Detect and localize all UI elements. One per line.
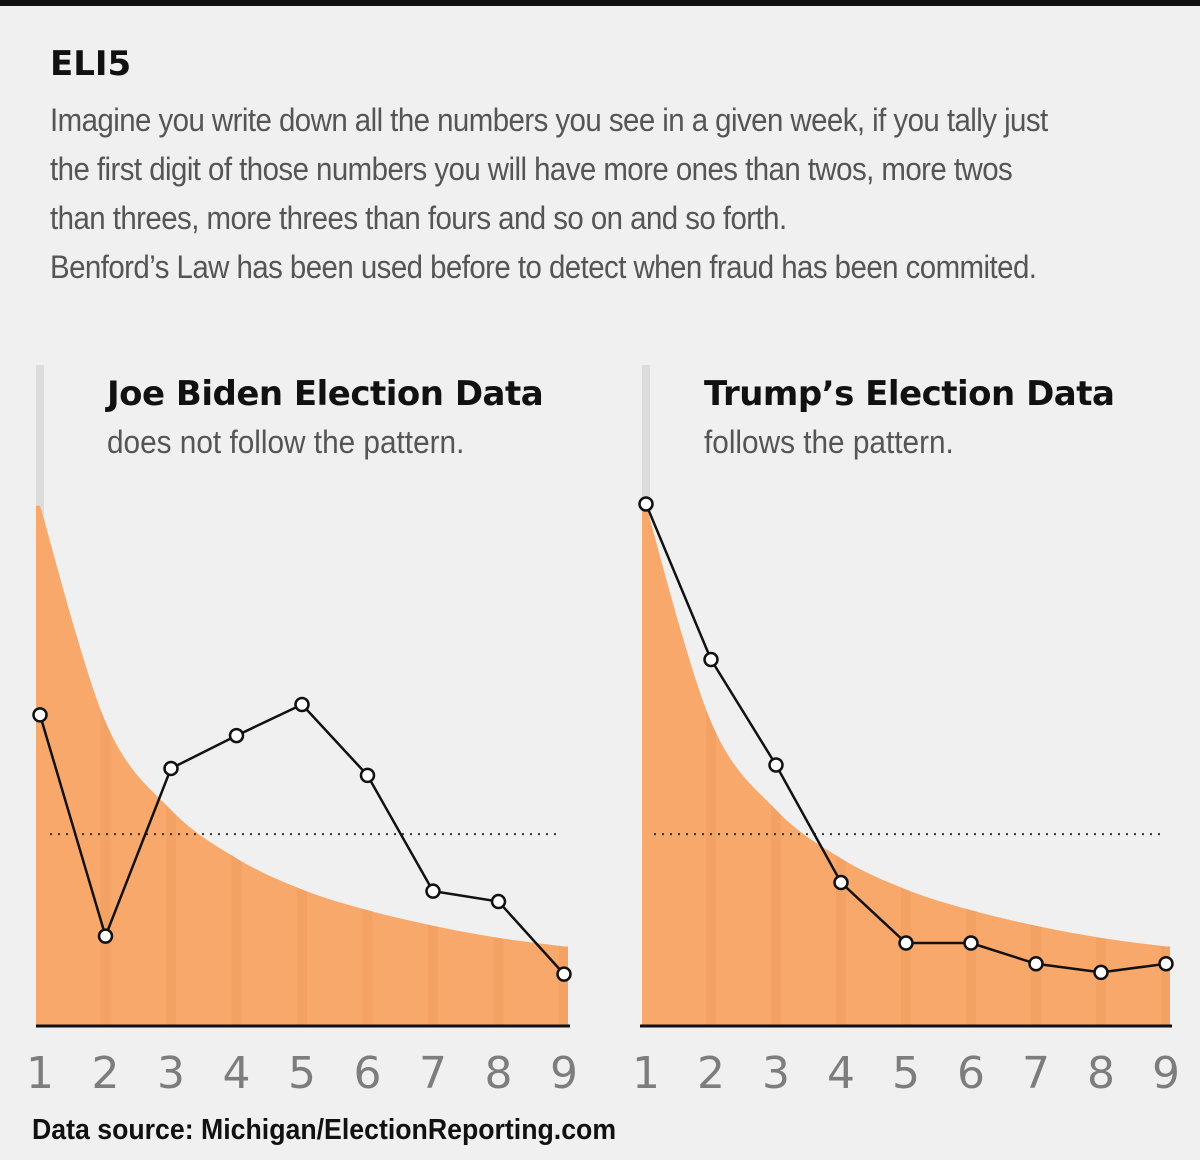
data-point: [768, 757, 784, 773]
x-tick-label: 2: [697, 1048, 725, 1099]
data-point: [638, 496, 654, 512]
area-stripe: [559, 505, 568, 1026]
x-tick-label: 9: [1152, 1048, 1180, 1099]
x-tick-label: 2: [92, 1048, 120, 1099]
x-tick-label: 1: [632, 1048, 660, 1099]
x-tick-label: 7: [1022, 1048, 1050, 1099]
area-stripe: [1161, 505, 1170, 1026]
x-tick-label: 4: [223, 1048, 251, 1099]
x-tick-label: 5: [288, 1048, 316, 1099]
x-tick-label: 1: [26, 1048, 54, 1099]
area-stripe: [966, 505, 976, 1026]
area-stripe: [166, 505, 176, 1026]
data-point: [425, 883, 441, 899]
data-point: [1028, 956, 1044, 972]
x-tick-label: 3: [762, 1048, 790, 1099]
intro-line: the first digit of those numbers you wil…: [50, 151, 1013, 187]
area-stripe: [1096, 505, 1106, 1026]
area-stripe: [901, 505, 911, 1026]
expected-distribution-area: [36, 505, 568, 1026]
biden-chart-subtitle: does not follow the pattern.: [107, 424, 465, 460]
area-stripe: [1031, 505, 1041, 1026]
data-point: [703, 651, 719, 668]
data-point: [97, 928, 114, 944]
data-point: [556, 966, 572, 982]
x-tick-label: 4: [827, 1048, 855, 1099]
area-stripe: [231, 505, 242, 1026]
intro-line: Imagine you write down all the numbers y…: [50, 102, 1048, 138]
area-stripe: [493, 505, 504, 1026]
x-tick-label: 3: [157, 1048, 185, 1099]
x-tick-label: 8: [1087, 1048, 1115, 1099]
trump-chart-subtitle: follows the pattern.: [704, 424, 954, 460]
area-stripe: [100, 505, 111, 1026]
data-point: [963, 935, 979, 951]
data-source-note: Data source: Michigan/ElectionReporting.…: [32, 1114, 617, 1146]
area-stripe: [428, 505, 438, 1026]
x-tick-label: 9: [550, 1048, 578, 1099]
expected-distribution-area: [642, 505, 1170, 1026]
area-stripe: [771, 505, 781, 1026]
intro-line: Benford’s Law has been used before to de…: [50, 249, 1037, 285]
area-stripe: [836, 505, 846, 1026]
top-bar: [0, 0, 1200, 6]
eli5-heading: ELI5: [50, 44, 132, 84]
data-point: [32, 707, 48, 723]
data-point: [1093, 964, 1109, 981]
trump-chart-title: Trump’s Election Data: [704, 374, 1115, 414]
intro-text: Imagine you write down all the numbers y…: [50, 96, 1103, 292]
data-point: [898, 935, 914, 951]
data-point: [228, 727, 245, 744]
data-point: [359, 767, 376, 784]
area-stripe: [362, 505, 373, 1026]
x-tick-label: 8: [485, 1048, 513, 1099]
area-stripe: [297, 505, 307, 1026]
biden-chart-title: Joe Biden Election Data: [107, 374, 544, 414]
data-point: [294, 696, 310, 713]
area-stripe: [706, 505, 716, 1026]
x-tick-label: 6: [354, 1048, 382, 1099]
intro-line: than threes, more threes than fours and …: [50, 200, 787, 236]
x-tick-label: 7: [419, 1048, 447, 1099]
data-point: [163, 760, 179, 777]
x-tick-label: 5: [892, 1048, 920, 1099]
x-tick-label: 6: [957, 1048, 985, 1099]
data-point: [833, 874, 849, 891]
data-point: [1158, 956, 1174, 972]
data-point: [490, 893, 507, 910]
